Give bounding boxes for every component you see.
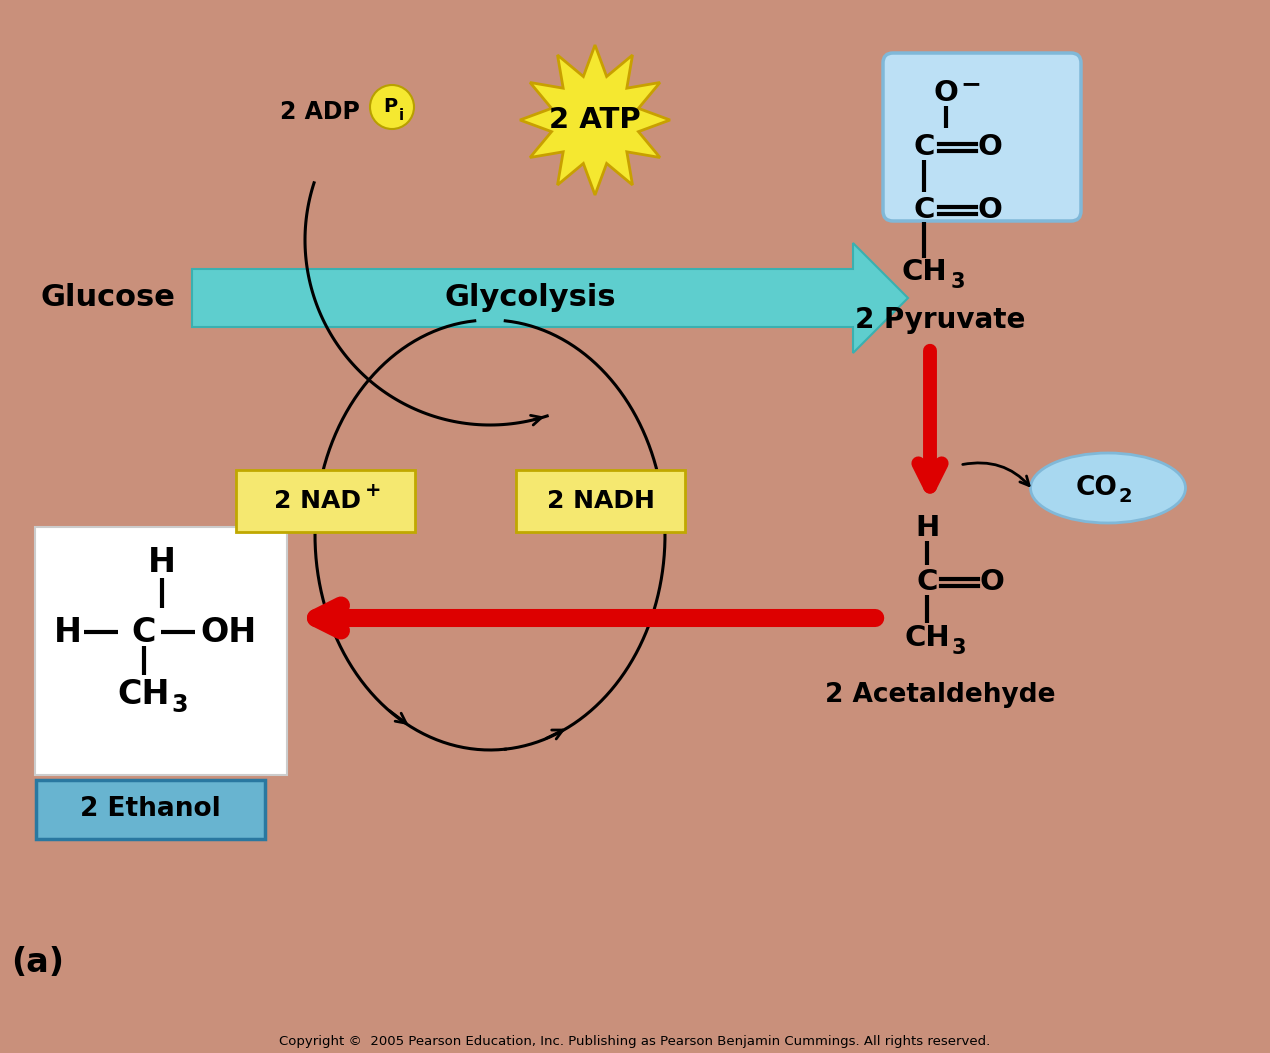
FancyBboxPatch shape xyxy=(236,470,415,532)
Text: 2 NAD: 2 NAD xyxy=(274,489,361,513)
Text: O: O xyxy=(978,196,1002,224)
Text: 2: 2 xyxy=(1118,486,1132,505)
Text: Glucose: Glucose xyxy=(41,283,175,313)
Text: O: O xyxy=(978,133,1002,161)
Bar xyxy=(36,526,287,775)
Circle shape xyxy=(370,85,414,130)
Text: i: i xyxy=(399,107,404,122)
Text: C: C xyxy=(132,616,156,649)
Text: 2 ATP: 2 ATP xyxy=(549,106,641,134)
FancyBboxPatch shape xyxy=(883,53,1081,221)
Text: CH: CH xyxy=(902,258,947,286)
Text: 2 NADH: 2 NADH xyxy=(546,489,654,513)
Text: +: + xyxy=(366,481,382,500)
Text: CO: CO xyxy=(1076,475,1118,501)
Text: OH: OH xyxy=(199,616,257,649)
Text: 2 Ethanol: 2 Ethanol xyxy=(80,796,221,822)
Text: P: P xyxy=(384,97,398,116)
Text: −: − xyxy=(960,72,982,96)
Text: Glycolysis: Glycolysis xyxy=(444,283,616,313)
FancyBboxPatch shape xyxy=(36,780,265,839)
Ellipse shape xyxy=(1030,453,1185,523)
Text: Copyright ©  2005 Pearson Education, Inc. Publishing as Pearson Benjamin Cumming: Copyright © 2005 Pearson Education, Inc.… xyxy=(279,1035,991,1049)
Text: O: O xyxy=(979,568,1005,596)
Text: CH: CH xyxy=(118,677,170,711)
Polygon shape xyxy=(192,243,908,353)
FancyBboxPatch shape xyxy=(516,470,685,532)
Text: (a): (a) xyxy=(11,946,65,978)
Text: C: C xyxy=(913,133,935,161)
Text: 2 Pyruvate: 2 Pyruvate xyxy=(855,306,1025,334)
Text: CH: CH xyxy=(904,624,950,652)
Text: 2 Acetaldehyde: 2 Acetaldehyde xyxy=(824,682,1055,708)
Text: 2 ADP + 2: 2 ADP + 2 xyxy=(279,100,413,124)
Text: 3: 3 xyxy=(951,638,966,658)
Text: H: H xyxy=(149,547,177,579)
Text: 3: 3 xyxy=(171,693,188,717)
Text: O: O xyxy=(933,79,959,107)
Polygon shape xyxy=(519,45,671,195)
Text: H: H xyxy=(55,616,83,649)
Text: C: C xyxy=(913,196,935,224)
Text: 3: 3 xyxy=(951,272,965,292)
Text: H: H xyxy=(914,514,939,542)
Text: C: C xyxy=(917,568,937,596)
